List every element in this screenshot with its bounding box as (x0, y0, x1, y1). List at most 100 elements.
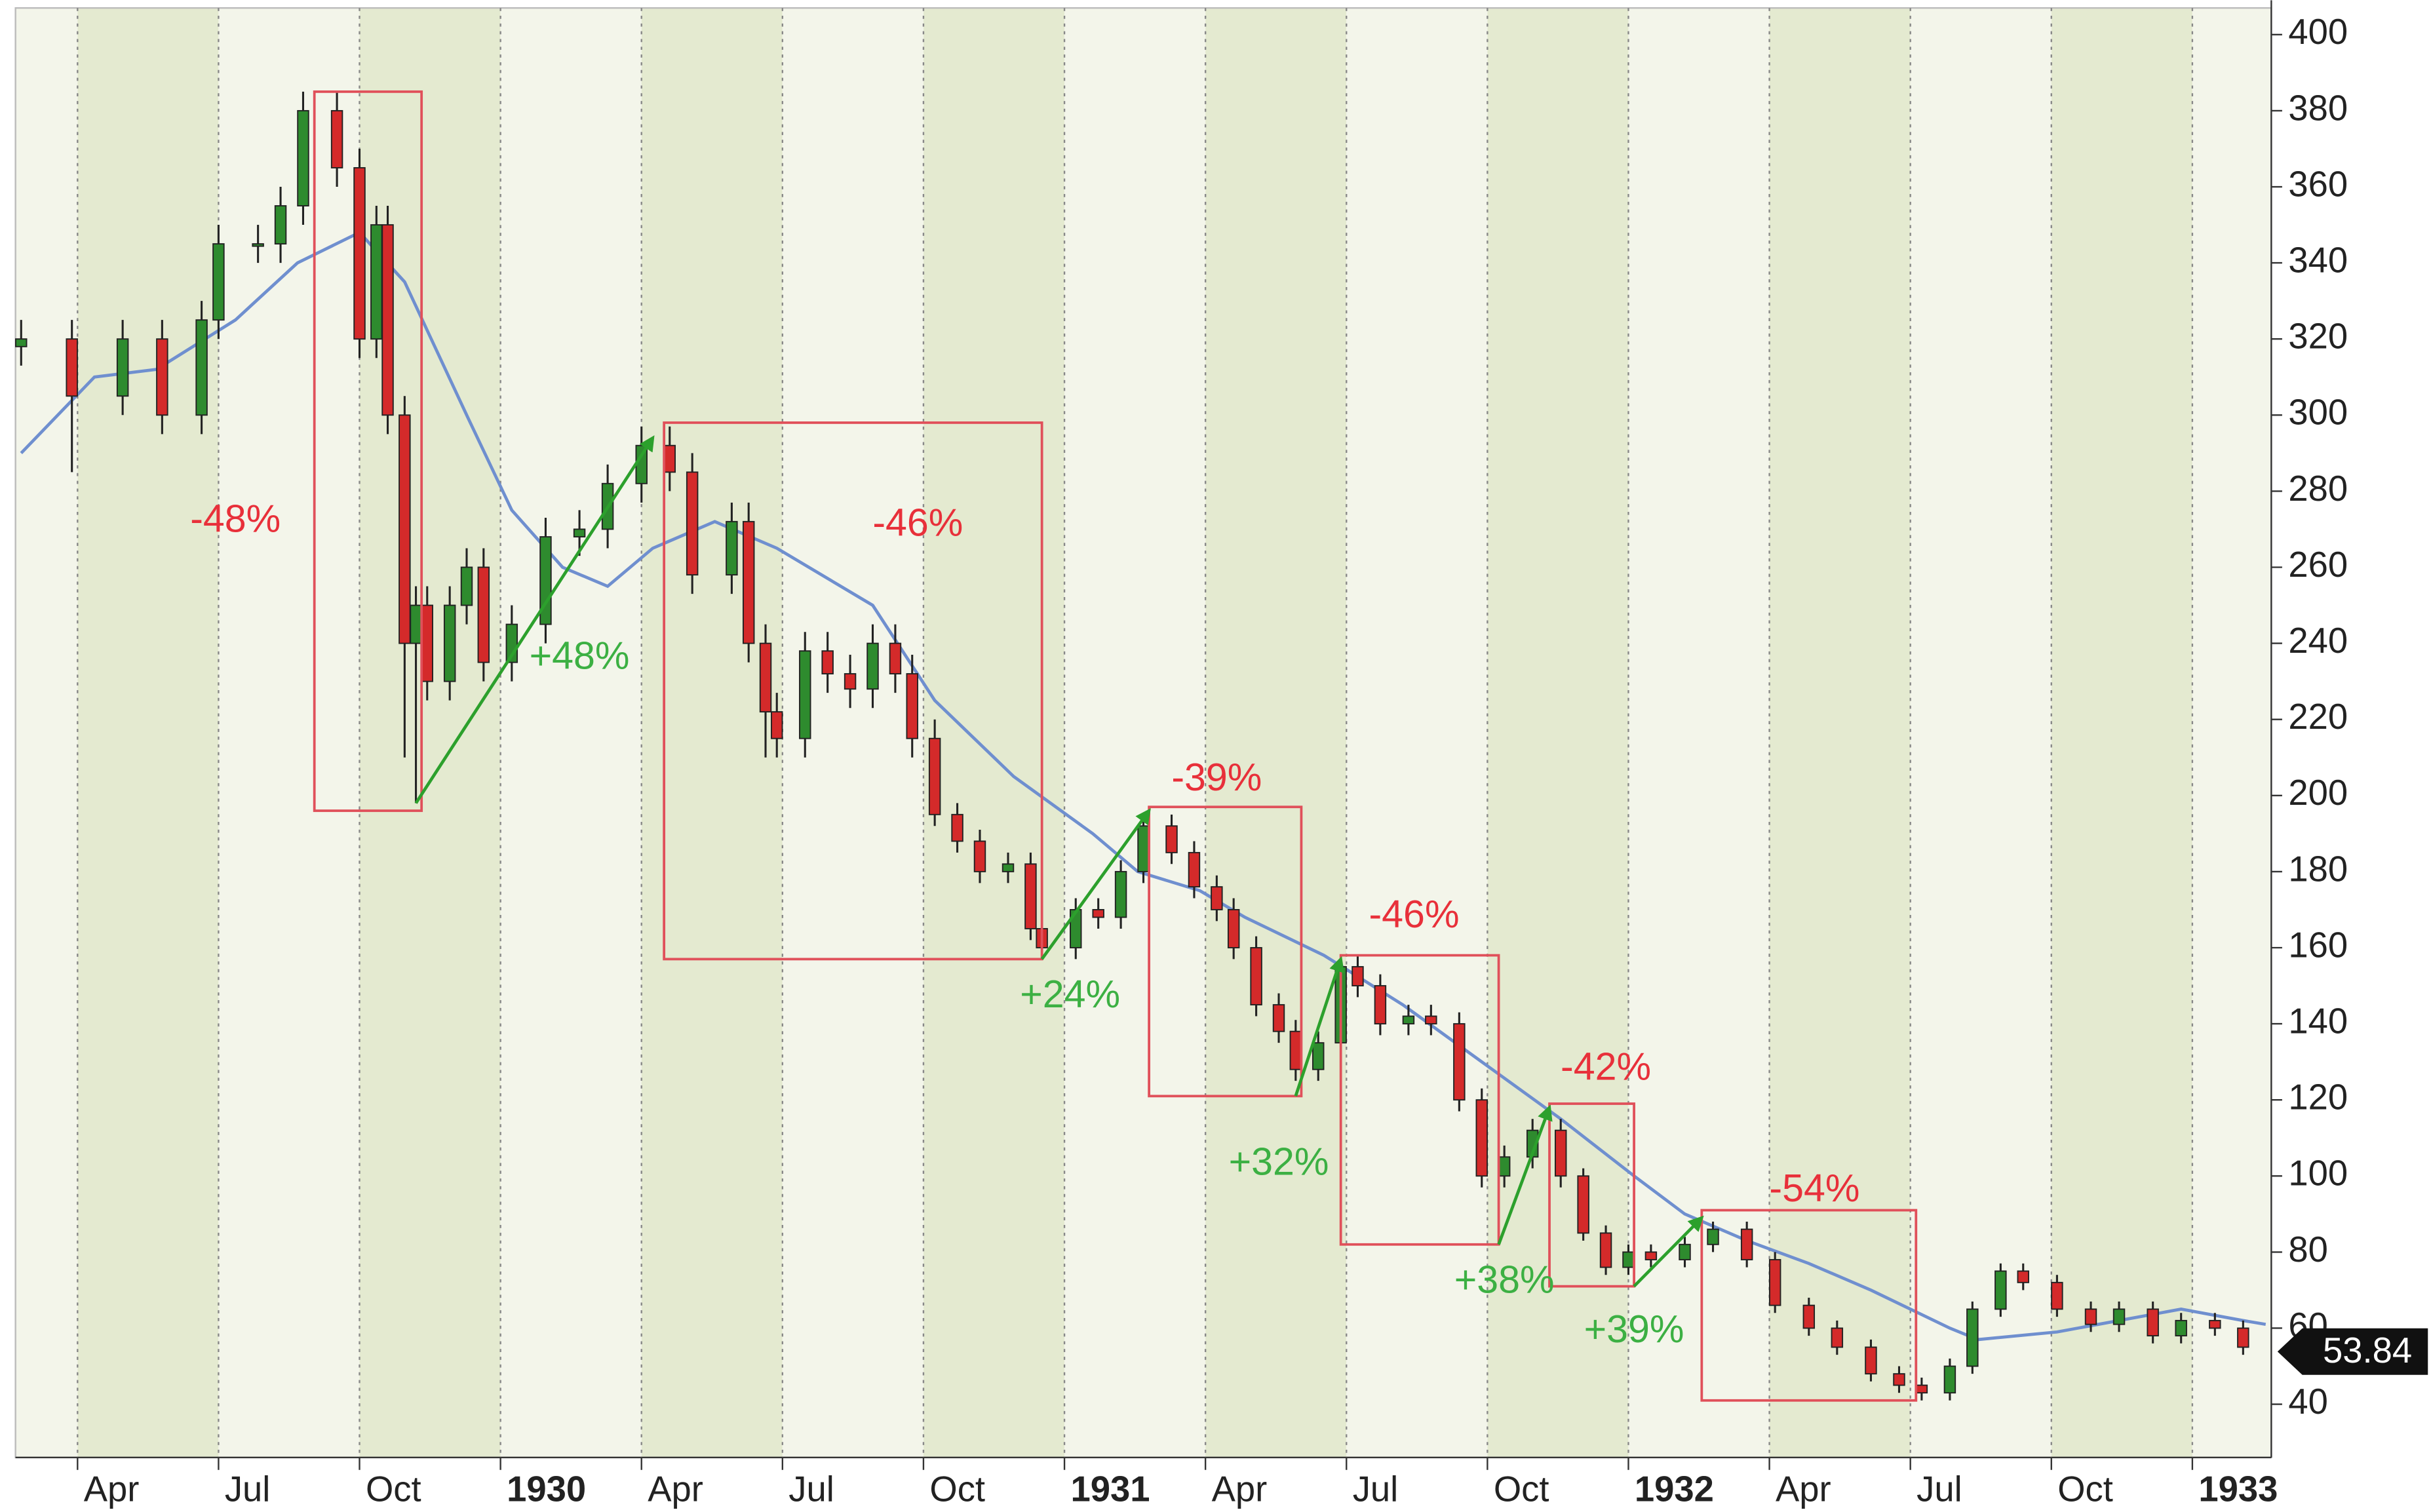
band (1769, 8, 1911, 1458)
candle-body (866, 642, 879, 690)
candle-body (1092, 909, 1104, 918)
x-tick-label: Apr (1212, 1469, 1268, 1509)
decline-label: -48% (190, 496, 281, 540)
candle-body (663, 444, 676, 473)
decline-label: -54% (1769, 1166, 1859, 1210)
candle-body (951, 813, 963, 842)
rally-arrow (1633, 1215, 1704, 1288)
band (1346, 8, 1488, 1458)
candle-body (1865, 1346, 1877, 1375)
candle-body (928, 737, 941, 815)
decline-label: -39% (1171, 755, 1262, 799)
x-tick-label: Jul (1916, 1469, 1962, 1509)
candle-body (573, 528, 586, 538)
candle-body (156, 338, 168, 416)
decline-box (313, 90, 423, 812)
candle-body (771, 711, 783, 739)
decline-box (1148, 805, 1303, 1098)
candle-body (443, 604, 456, 682)
band (2051, 8, 2192, 1458)
candle-body (1374, 985, 1387, 1025)
band (500, 8, 642, 1458)
y-tick-label: 300 (2288, 393, 2348, 433)
rally-label: +24% (1020, 972, 1120, 1016)
candle-body (297, 109, 309, 206)
candle-body (1893, 1373, 1905, 1386)
candle-body (2175, 1319, 2187, 1337)
candle-body (15, 338, 28, 347)
candle-body (1577, 1175, 1589, 1234)
decline-box (1548, 1102, 1635, 1288)
candle-body (1352, 966, 1364, 986)
candle-body (821, 650, 834, 674)
candle-body (1644, 1251, 1658, 1260)
candle-body (252, 243, 264, 247)
candle-body (381, 224, 394, 416)
candle-body (973, 840, 986, 872)
decline-box (1700, 1209, 1918, 1402)
band (1910, 8, 2052, 1458)
candle-body (799, 650, 811, 739)
band (218, 8, 360, 1458)
candle-body (460, 566, 473, 606)
candle-body (477, 566, 490, 663)
candle-body (889, 642, 902, 674)
candle-body (1137, 825, 1150, 872)
y-tick-label: 160 (2288, 925, 2348, 965)
plot: -48% -46% -39% -46% -42% -54% +48% +24% +32% +38%… (15, 90, 2428, 1402)
candle-body (370, 224, 383, 340)
candle-body (1915, 1384, 1928, 1394)
y-tick-label: 140 (2288, 1001, 2348, 1041)
rally-label: +32% (1229, 1140, 1329, 1184)
candle-body (1966, 1308, 1979, 1367)
band (641, 8, 783, 1458)
rally-label: +48% (530, 633, 630, 677)
decline-label: -46% (1369, 892, 1459, 936)
candle-body (2209, 1319, 2221, 1329)
candle-body (1227, 909, 1240, 948)
candle-body (421, 604, 433, 682)
x-tick-label: Apr (648, 1469, 703, 1509)
decline-box (663, 421, 1043, 961)
x-tick-label: 1930 (507, 1469, 586, 1509)
candle-body (1802, 1304, 1816, 1329)
candle-body (399, 414, 411, 644)
y-tick-label: 360 (2288, 164, 2348, 204)
x-tick-label: Jul (1353, 1469, 1399, 1509)
candle-body (1289, 1030, 1302, 1070)
candle-body (195, 319, 208, 416)
decline-box (1339, 954, 1500, 1246)
y-tick-label: 340 (2288, 240, 2348, 280)
decline-label: -46% (872, 500, 963, 544)
band (15, 8, 78, 1458)
y-tick-label: 240 (2288, 621, 2348, 661)
candle-body (2084, 1308, 2097, 1325)
candle-body (1768, 1259, 1781, 1306)
candle-body (2112, 1308, 2126, 1325)
candle-body (1498, 1156, 1511, 1177)
y-tick-label: 80 (2288, 1230, 2327, 1270)
candle-body (726, 520, 738, 576)
candle-body (1679, 1243, 1691, 1260)
y-tick-label: 120 (2288, 1077, 2348, 1117)
candle-body (116, 338, 129, 397)
candle-body (742, 520, 755, 644)
candle-body (1002, 863, 1015, 872)
x-tick-label: Apr (84, 1469, 140, 1509)
x-tick-label: Oct (1494, 1469, 1549, 1509)
candle-body (212, 243, 225, 321)
y-tick-label: 320 (2288, 317, 2348, 357)
candle-body (1312, 1042, 1325, 1070)
y-tick-label: 220 (2288, 697, 2348, 737)
y-tick-label: 380 (2288, 88, 2348, 128)
candle-body (844, 673, 857, 690)
candle-body (1831, 1327, 1844, 1348)
rally-arrow (1497, 1104, 1553, 1245)
rally-arrow (414, 435, 655, 804)
candle-body (2051, 1281, 2063, 1310)
y-tick-label: 200 (2288, 773, 2348, 813)
y-tick-label: 40 (2288, 1382, 2327, 1422)
candle-body (1554, 1129, 1567, 1177)
candle-body (1453, 1023, 1466, 1101)
